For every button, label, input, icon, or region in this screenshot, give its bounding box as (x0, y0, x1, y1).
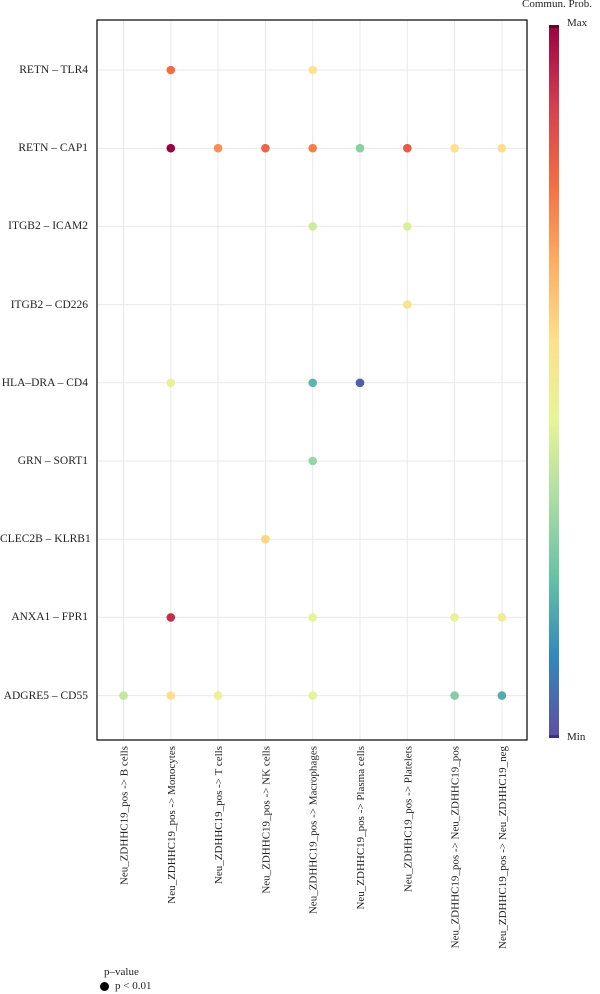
data-point (403, 222, 412, 231)
data-point (166, 378, 176, 388)
data-point (450, 613, 459, 622)
data-point (450, 143, 459, 153)
colorbar (549, 26, 559, 736)
data-point (166, 143, 176, 153)
x-tick-label: Neu_ZDHHC19_pos -> Neu_ZDHHC19_neg (497, 746, 509, 949)
data-point (308, 143, 318, 153)
plot-panel-border (96, 19, 528, 741)
x-tick-label: Neu_ZDHHC19_pos -> Platelets (402, 746, 414, 892)
y-tick-label: ITGB2 – CD226 (10, 298, 88, 311)
data-point (497, 691, 507, 700)
y-tick-label: RETN – CAP1 (18, 142, 88, 155)
y-tick-label: ANXA1 – FPR1 (11, 611, 88, 624)
data-point (308, 222, 318, 231)
x-axis-labels: Neu_ZDHHC19_pos -> B cells Neu_ZDHHC19_po… (119, 746, 509, 949)
x-tick-label: Neu_ZDHHC19_pos -> Macrophages (308, 746, 320, 914)
x-tick-label: Neu_ZDHHC19_pos -> Plasma cells (355, 746, 367, 910)
data-point (497, 613, 507, 622)
x-tick-label: Neu_ZDHHC19_pos -> Monocytes (166, 746, 178, 904)
data-points (119, 65, 507, 700)
data-point (213, 143, 223, 153)
y-tick-label: HLA–DRA – CD4 (1, 376, 88, 389)
data-point (166, 613, 176, 622)
data-point (166, 691, 176, 700)
data-point (308, 691, 318, 700)
x-tick-label: Neu_ZDHHC19_pos -> NK cells (260, 746, 272, 894)
data-point (355, 143, 365, 153)
y-tick-label: ADGRE5 – CD55 (3, 689, 88, 702)
y-tick-label: ITGB2 – ICAM2 (8, 220, 88, 233)
data-point (403, 143, 412, 153)
size-legend-dot (100, 981, 109, 991)
colorbar-max-label: Max (567, 17, 588, 29)
data-point (355, 378, 365, 388)
x-tick-label: Neu_ZDHHC19_pos -> Neu_ZDHHC19_pos (450, 746, 462, 948)
x-tick-label: Neu_ZDHHC19_pos -> B cells (119, 746, 131, 885)
data-point (308, 456, 318, 466)
size-legend-title: p–value (104, 966, 139, 978)
size-legend-item: p < 0.01 (100, 980, 151, 992)
y-tick-label: RETN – TLR4 (19, 64, 88, 76)
data-point (166, 65, 176, 75)
size-legend-label: p < 0.01 (115, 980, 152, 992)
colorbar-title: Commun. Prob. (522, 0, 592, 10)
data-point (308, 613, 318, 622)
y-tick-label: GRN – SORT1 (17, 455, 88, 467)
data-point (213, 691, 223, 700)
colorbar-max-tick (549, 25, 559, 28)
data-point (261, 143, 270, 153)
data-point (497, 143, 507, 153)
x-tick-label: Neu_ZDHHC19_pos -> T cells (213, 746, 225, 884)
y-tick-label: CLEC2B – KLRB1 (0, 533, 91, 546)
data-point (308, 65, 318, 75)
data-point (450, 691, 459, 700)
data-point (308, 378, 318, 388)
data-point (261, 534, 270, 544)
data-point (403, 300, 412, 309)
colorbar-min-tick (549, 735, 559, 738)
colorbar-min-label: Min (567, 731, 586, 743)
data-point (119, 691, 128, 700)
